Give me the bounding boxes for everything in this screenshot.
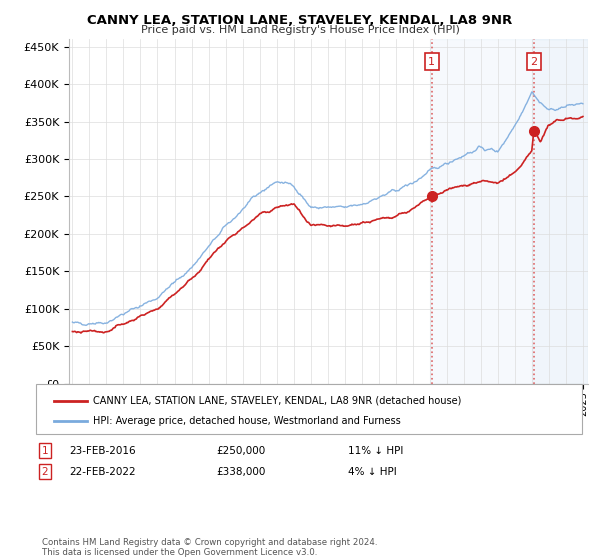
Text: CANNY LEA, STATION LANE, STAVELEY, KENDAL, LA8 9NR (detached house): CANNY LEA, STATION LANE, STAVELEY, KENDA… [93,396,461,406]
Text: 22-FEB-2022: 22-FEB-2022 [69,466,136,477]
Text: Price paid vs. HM Land Registry's House Price Index (HPI): Price paid vs. HM Land Registry's House … [140,25,460,35]
Bar [430,39,588,384]
Text: 23-FEB-2016: 23-FEB-2016 [69,446,136,456]
Text: 11% ↓ HPI: 11% ↓ HPI [348,446,403,456]
Text: 2: 2 [530,57,538,67]
Bar [532,39,588,384]
Text: 1: 1 [428,57,435,67]
Text: £338,000: £338,000 [216,466,265,477]
Text: Contains HM Land Registry data © Crown copyright and database right 2024.
This d: Contains HM Land Registry data © Crown c… [42,538,377,557]
Text: 4% ↓ HPI: 4% ↓ HPI [348,466,397,477]
Text: CANNY LEA, STATION LANE, STAVELEY, KENDAL, LA8 9NR: CANNY LEA, STATION LANE, STAVELEY, KENDA… [88,14,512,27]
Text: 1: 1 [41,446,49,456]
Text: HPI: Average price, detached house, Westmorland and Furness: HPI: Average price, detached house, West… [93,416,401,426]
Text: 2: 2 [41,466,49,477]
Text: £250,000: £250,000 [216,446,265,456]
